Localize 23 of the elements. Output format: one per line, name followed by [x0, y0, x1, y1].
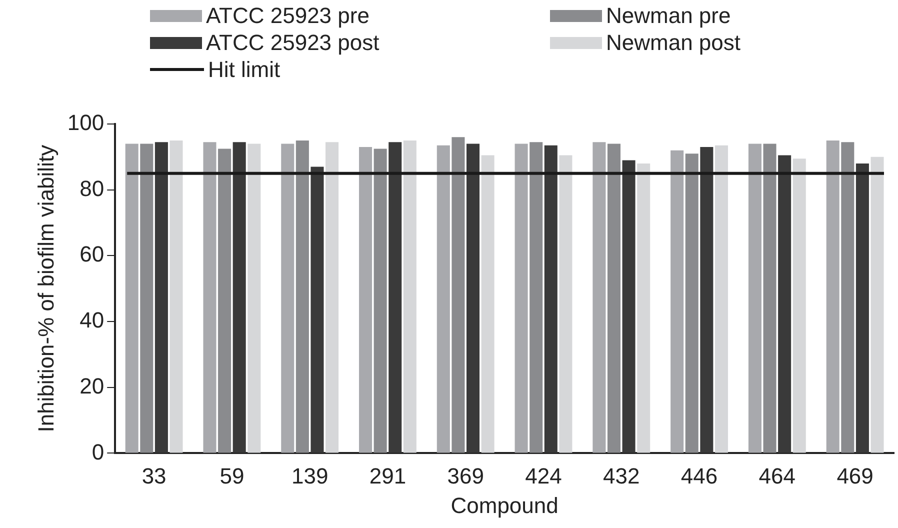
y-axis-title: Inhibition-% of biofilm viability	[33, 144, 58, 432]
x-tick-label: 33	[142, 463, 166, 488]
legend-label: Newman pre	[606, 2, 731, 28]
x-tick-label: 446	[680, 463, 718, 488]
x-tick-label: 464	[758, 463, 796, 488]
legend-label: Hit limit	[208, 56, 280, 82]
x-axis-title: Compound	[450, 492, 558, 518]
legend-label: Newman post	[606, 30, 741, 56]
x-tick-label: 291	[369, 463, 406, 488]
x-tick-label: 469	[836, 463, 874, 488]
legend-label: ATCC 25923 pre	[206, 2, 370, 28]
y-tick-label: 40	[80, 308, 104, 333]
x-tick-label: 369	[447, 463, 484, 488]
x-tick-label: 139	[291, 463, 328, 488]
x-tick-label: 59	[220, 463, 244, 488]
y-tick-label: 60	[80, 242, 104, 267]
x-tick-label: 432	[603, 463, 640, 488]
y-tick-label: 20	[80, 373, 104, 398]
y-tick-label: 80	[80, 176, 104, 201]
legend-label: ATCC 25923 post	[206, 30, 380, 56]
y-tick-label: 0	[92, 439, 104, 464]
x-tick-label: 424	[525, 463, 562, 488]
y-tick-label: 100	[67, 110, 104, 136]
